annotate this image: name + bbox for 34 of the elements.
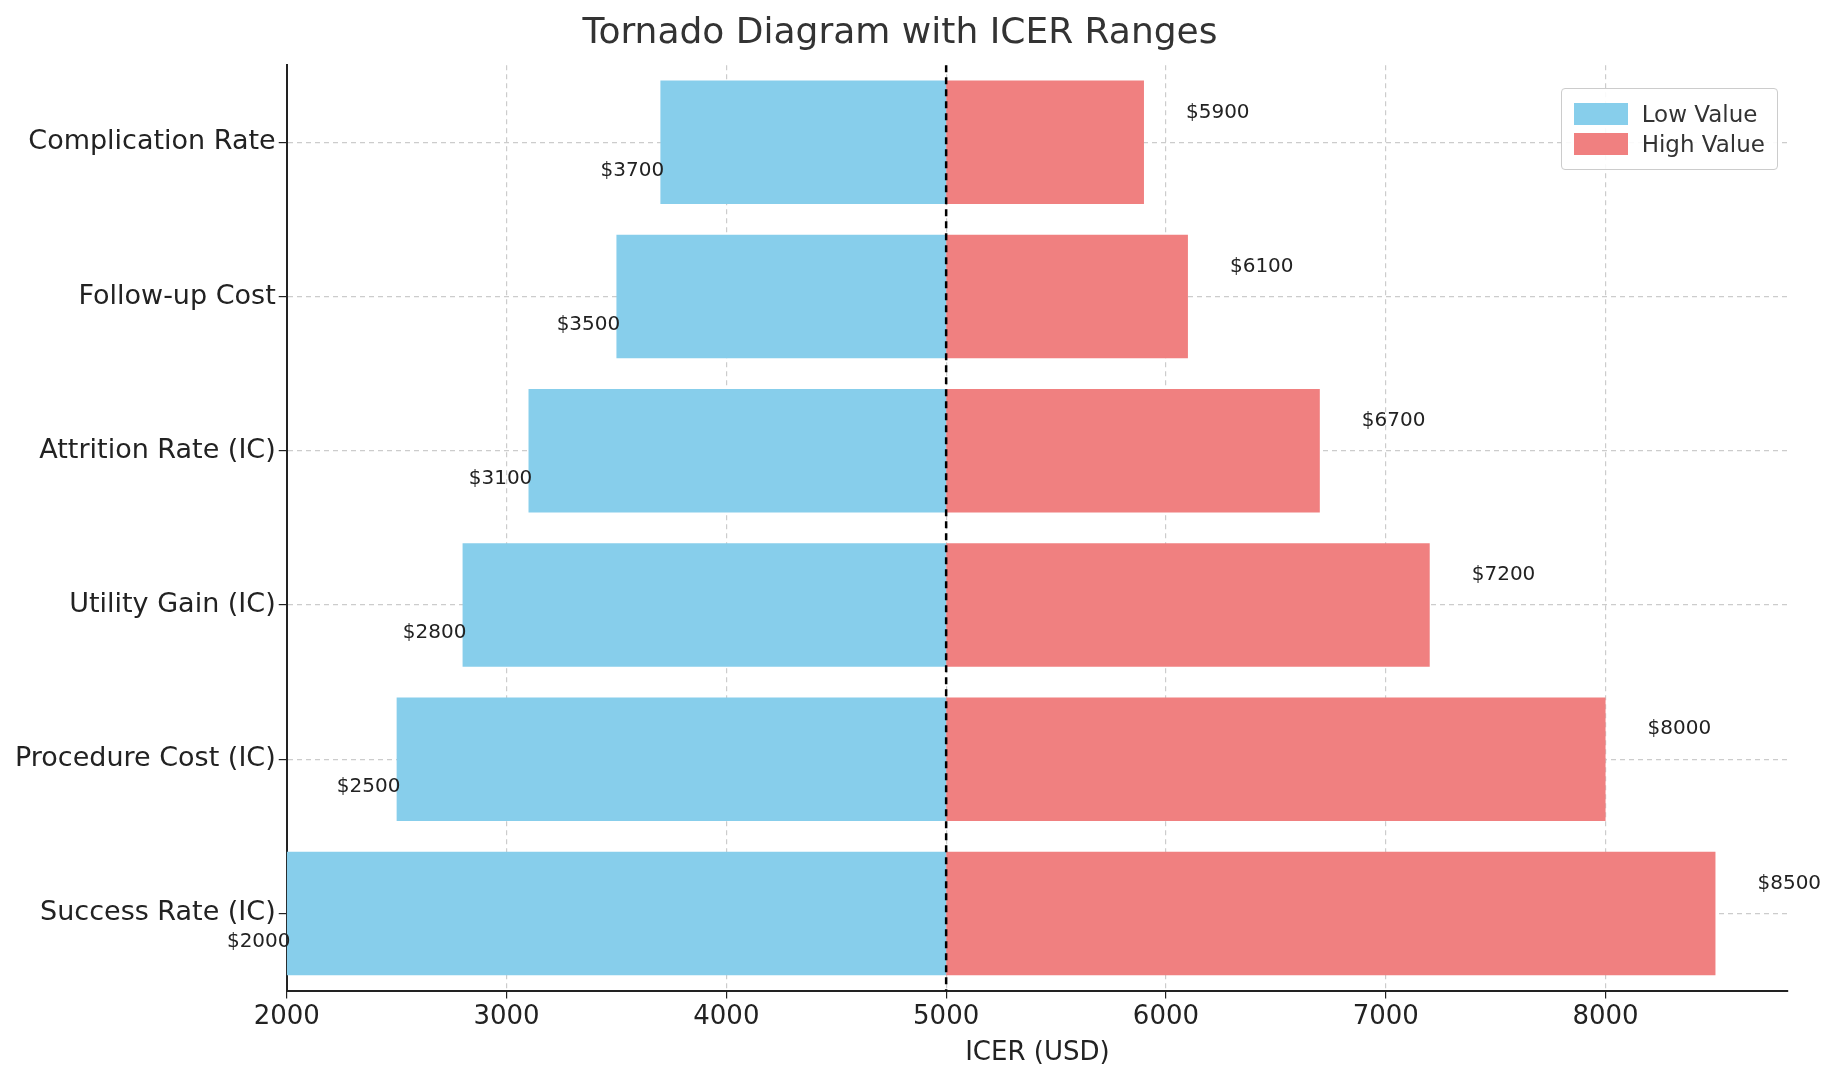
data-label: $2500 — [336, 773, 401, 798]
y-tick-label: Follow-up Cost — [78, 278, 276, 310]
x-tick-label: 7000 — [1352, 999, 1419, 1030]
y-tick-label: Procedure Cost (IC) — [15, 741, 276, 773]
bar — [946, 543, 1430, 667]
x-tick-label: 8000 — [1572, 999, 1639, 1030]
x-tick-label: 3000 — [473, 999, 540, 1030]
bar — [946, 389, 1320, 513]
x-tick-label: 5000 — [913, 999, 980, 1030]
data-label: $2800 — [402, 619, 467, 644]
data-label: $5900 — [1185, 98, 1250, 123]
x-tick-label: 4000 — [693, 999, 760, 1030]
legend-label: Low Value — [1641, 101, 1758, 127]
chart-title: Tornado Diagram with ICER Ranges — [581, 9, 1218, 51]
bar — [946, 80, 1144, 205]
data-label: $8000 — [1647, 715, 1712, 740]
x-tick-label: 2000 — [253, 999, 320, 1030]
x-axis-title: ICER (USD) — [965, 1036, 1110, 1067]
bar — [946, 697, 1606, 821]
data-label: $6100 — [1229, 252, 1294, 277]
data-label: $7200 — [1471, 561, 1536, 586]
y-tick-label: Attrition Rate (IC) — [39, 432, 276, 464]
data-label: $3100 — [468, 464, 533, 489]
legend-label: High Value — [1641, 131, 1765, 157]
y-tick-label: Utility Gain (IC) — [69, 587, 276, 619]
data-label: $3500 — [556, 310, 621, 335]
y-tick-label: Success Rate (IC) — [40, 895, 276, 927]
x-tick-label: 6000 — [1132, 999, 1200, 1030]
bar — [946, 851, 1716, 976]
y-tick-label: Complication Rate — [28, 124, 276, 156]
data-label: $8500 — [1757, 869, 1822, 894]
data-label: $3700 — [600, 156, 665, 181]
bar — [946, 234, 1188, 359]
data-label: $6700 — [1361, 406, 1426, 431]
